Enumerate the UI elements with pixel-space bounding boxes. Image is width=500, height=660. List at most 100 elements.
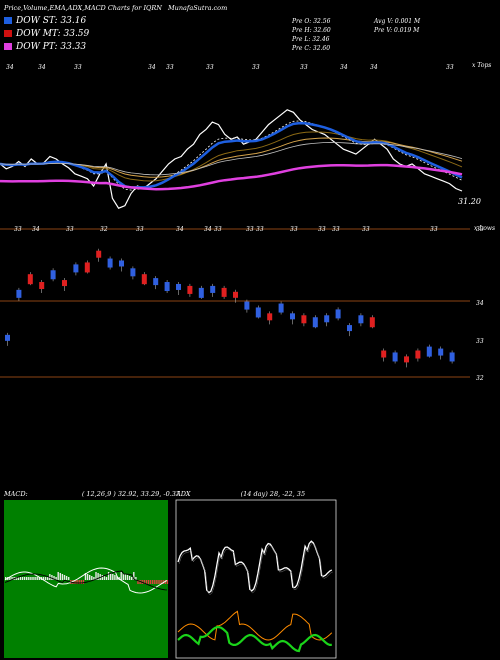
macd-hist-35: [78, 580, 80, 584]
mid-tick-4: 33: [136, 226, 144, 233]
macd-hist-6: [17, 577, 19, 580]
candle-27: [312, 317, 318, 328]
macd-hist-69: [149, 580, 152, 584]
candle-38: [438, 348, 444, 356]
ema-short-line: [0, 121, 463, 189]
mid-tick-9: 33: [256, 226, 264, 233]
macd-hist-14: [34, 577, 36, 580]
candle-5: [62, 280, 67, 287]
mid-tick-5: 34: [176, 226, 184, 233]
price-panel: [0, 109, 470, 230]
macd-hist-2: [9, 577, 11, 580]
candle-39: [449, 352, 455, 362]
macd-hist-74: [160, 580, 162, 584]
adx-frame: [175, 499, 337, 659]
macd-hist-55: [120, 572, 122, 580]
macd-hist-37: [82, 580, 85, 584]
top-tick-5: 33: [206, 64, 214, 71]
line-33-label: 33: [476, 226, 484, 233]
pre-close: Pre C: 32.60: [292, 45, 331, 52]
pre-low: Pre L: 32.46: [292, 36, 330, 43]
candle-32: [369, 317, 375, 328]
candle-4: [50, 270, 56, 280]
tops-label: x Tops: [472, 62, 492, 69]
candle-8: [96, 250, 102, 258]
candle-24: [278, 303, 284, 313]
macd-hist-48: [105, 577, 108, 580]
ema-40-line: [0, 141, 463, 176]
candle-15: [176, 283, 181, 290]
macd-hist-71: [154, 580, 156, 584]
mid-tick-0: 33: [14, 226, 22, 233]
macd-hist-22: [51, 575, 53, 580]
mid-tick-3: 32: [100, 226, 108, 233]
macd-hist-15: [36, 577, 38, 580]
mid-tick-8: 33: [246, 226, 254, 233]
macd-hist-5: [15, 577, 17, 580]
top-tick-7: 33: [300, 64, 308, 71]
chart-title: Price,Volume,EMA,ADX,MACD Charts for IQR…: [4, 4, 227, 12]
legend-dow-mt: DOW MT: 33.59: [4, 29, 89, 39]
macd-hist-51: [112, 574, 114, 580]
macd-hist-49: [107, 572, 110, 580]
macd-hist-12: [30, 577, 32, 580]
macd-hist-64: [139, 580, 141, 584]
macd-hist-8: [21, 577, 24, 580]
top-tick-0: 34: [6, 64, 14, 71]
candle-17: [198, 287, 204, 298]
candle-3: [39, 282, 45, 290]
macd-hist-30: [68, 577, 70, 580]
macd-hist-42: [93, 577, 95, 580]
macd-hist-38: [84, 573, 87, 580]
candle-0: [5, 334, 10, 341]
candle-20: [233, 291, 238, 298]
macd-hist-66: [143, 580, 145, 584]
macd-hist-75: [162, 580, 164, 584]
candle-26: [301, 315, 307, 324]
mid-tick-2: 33: [66, 226, 74, 233]
legend-swatch-pt: [4, 43, 12, 50]
top-tick-4: 33: [166, 64, 174, 71]
macd-hist-25: [57, 572, 59, 580]
macd-hist-58: [126, 575, 129, 580]
lows-label: x Lows: [474, 225, 496, 232]
macd-hist-33: [74, 580, 76, 584]
macd-hist-34: [76, 580, 78, 584]
macd-hist-56: [122, 573, 124, 580]
macd-hist-19: [44, 577, 47, 580]
macd-panel: [4, 500, 169, 658]
candle-22: [255, 307, 261, 318]
candle-30: [347, 325, 352, 332]
macd-hist-41: [91, 576, 93, 580]
adx-panel: [175, 499, 337, 659]
candle-13: [153, 278, 159, 286]
level-33: 33: [476, 338, 484, 345]
macd-hist-62: [135, 577, 137, 580]
candle-panel: [0, 248, 470, 378]
candle-34: [392, 352, 398, 362]
candle-19: [221, 287, 227, 297]
macd-hist-7: [19, 577, 22, 580]
macd-hist-52: [114, 575, 116, 580]
macd-hist-47: [103, 576, 106, 580]
mid-tick-12: 33: [332, 226, 340, 233]
macd-hist-77: [166, 580, 169, 584]
macd-hist-67: [145, 580, 148, 584]
macd-hist-70: [152, 580, 154, 584]
site-text: MunafaSutra.com: [168, 4, 228, 12]
legend-label-pt: DOW PT: 33.33: [16, 42, 87, 52]
macd-hist-26: [59, 573, 61, 580]
mid-tick-13: 33: [362, 226, 370, 233]
candle-14: [164, 282, 170, 292]
candle-29: [335, 309, 341, 319]
adx-header: ADX (14 day) 28, -22, 35: [176, 490, 305, 498]
candle-16: [187, 285, 193, 294]
pre-volume: Pre V: 0.019 M: [374, 27, 420, 34]
candle-11: [130, 268, 136, 277]
macd-hist-53: [116, 576, 118, 580]
macd-hist-36: [80, 580, 82, 584]
level-32: 32: [476, 375, 484, 382]
macd-hist-27: [61, 574, 64, 580]
adx-line: [177, 625, 332, 653]
